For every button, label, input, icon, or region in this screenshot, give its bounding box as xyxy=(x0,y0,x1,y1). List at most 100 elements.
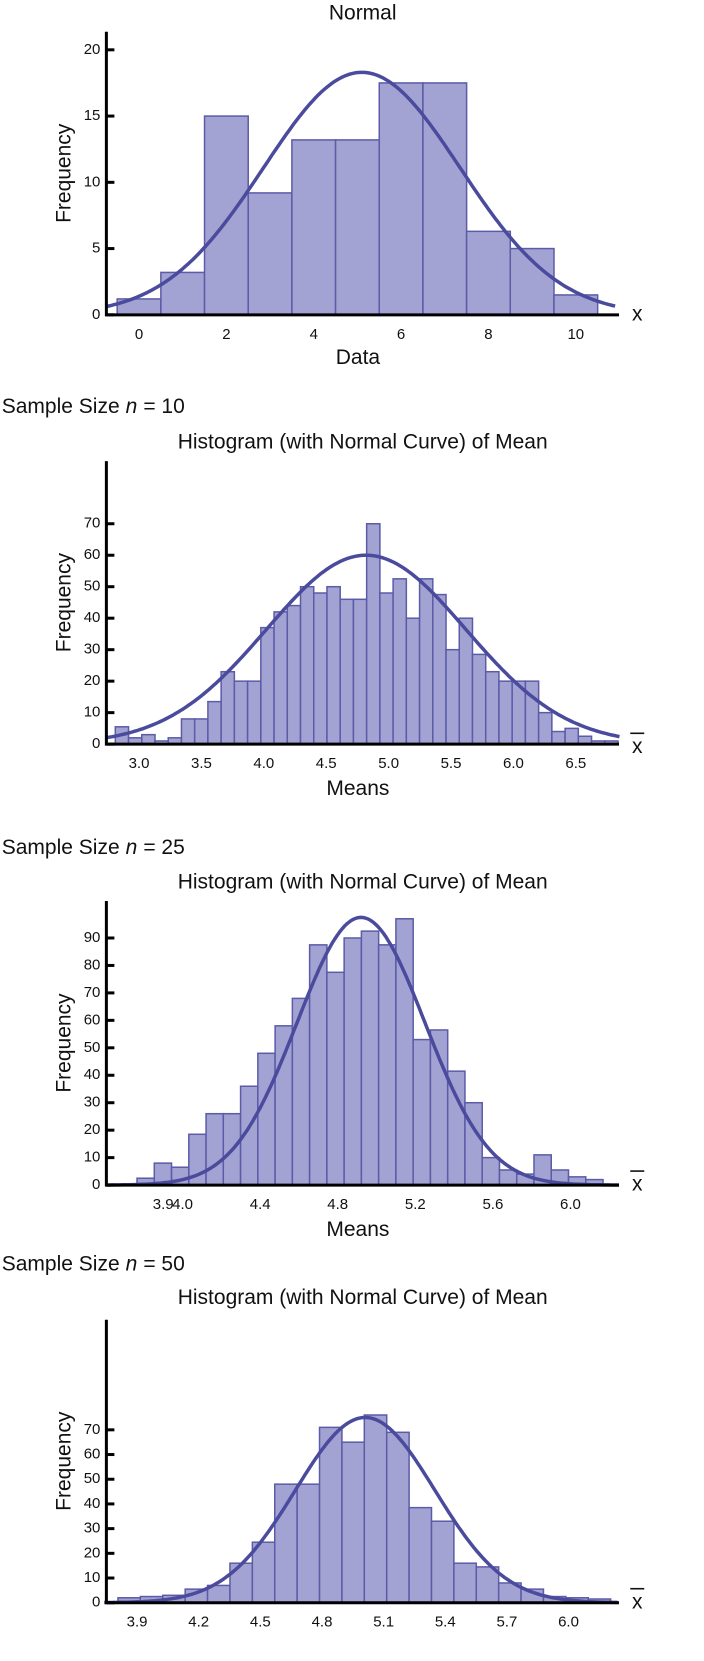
y-axis-label: Frequency xyxy=(53,1411,76,1511)
bar-14 xyxy=(360,930,380,1186)
bar-25 xyxy=(432,593,447,745)
x-tick-label: 5.4 xyxy=(435,1614,456,1631)
sample-size-label: Sample Size n = 10 xyxy=(2,395,185,418)
x-tick-label: 3.9 xyxy=(127,1614,148,1631)
chart-title: Histogram (with Normal Curve) of Mean xyxy=(178,1286,548,1309)
bar-15 xyxy=(430,1520,455,1604)
sample-size-value: = 10 xyxy=(143,395,184,418)
bar-19 xyxy=(446,1070,466,1186)
x-tick-label: 2 xyxy=(222,326,230,343)
bar-15 xyxy=(377,944,397,1186)
bar-9 xyxy=(274,1025,294,1186)
x-tick-label: 6.0 xyxy=(503,755,524,772)
y-tick-label: 10 xyxy=(84,1569,101,1586)
chart-title: Normal xyxy=(329,1,397,24)
x-tick-label: 6.0 xyxy=(560,1196,581,1213)
x-tick-label: 3.9 xyxy=(153,1196,174,1213)
bar-10 xyxy=(318,1426,343,1604)
sample-size-value: = 50 xyxy=(143,1252,184,1275)
x-tick-label: 10 xyxy=(567,326,584,343)
y-tick-label: 5 xyxy=(92,240,100,257)
bar-5 xyxy=(205,1112,225,1186)
sample-size-variable: n xyxy=(126,395,138,418)
y-axis-label: Frequency xyxy=(53,123,76,223)
variable-label: x xyxy=(632,1173,643,1196)
bar-7 xyxy=(193,718,209,745)
bar-24 xyxy=(418,578,434,745)
x-tick-label: 8 xyxy=(484,326,492,343)
y-tick-label: 10 xyxy=(84,704,101,721)
histogram-chart-3: Sample Size n = 25 Histogram (with Normal C… xyxy=(2,836,645,1241)
y-tick-label: 10 xyxy=(84,1149,101,1166)
bar-34 xyxy=(551,730,566,745)
bars xyxy=(136,918,604,1186)
bar-18 xyxy=(339,598,355,745)
bar-6 xyxy=(229,1562,254,1604)
y-tick-label: 70 xyxy=(84,1421,101,1438)
bar-16 xyxy=(312,592,328,745)
bar-11 xyxy=(246,680,262,745)
y-axis-label: Frequency xyxy=(53,993,76,1093)
y-tick-label: 30 xyxy=(84,641,101,658)
bar-23 xyxy=(405,617,421,745)
bar-10 xyxy=(233,680,249,745)
bar-26 xyxy=(445,648,461,745)
y-tick-label: 40 xyxy=(84,609,101,626)
histogram-chart-1: Normal 0 5 10 15 20 0 2 4 6 8 10 Data Frequency x xyxy=(53,1,643,369)
y-tick-label: 70 xyxy=(84,984,101,1001)
bar-29 xyxy=(484,670,500,745)
x-tick-label: 4 xyxy=(310,326,318,343)
bar-9 xyxy=(220,670,236,745)
y-tick-label: 30 xyxy=(84,1520,101,1537)
bar-18 xyxy=(429,1029,449,1186)
x-tick-label: 4.2 xyxy=(188,1614,209,1631)
y-tick-label: 60 xyxy=(84,1011,101,1028)
bar-8 xyxy=(257,1052,276,1186)
x-tick-label: 3.5 xyxy=(191,755,212,772)
x-tick-label: 4.8 xyxy=(327,1196,348,1213)
x-tick-label: 0 xyxy=(135,326,143,343)
bar-8 xyxy=(422,82,468,316)
bar-3 xyxy=(203,115,249,316)
normal-curve xyxy=(106,553,620,740)
variable-label: x xyxy=(632,302,643,325)
x-axis-label: Data xyxy=(336,346,381,369)
chart-title: Histogram (with Normal Curve) of Mean xyxy=(178,871,548,894)
x-tick-label: 5.7 xyxy=(496,1614,517,1631)
x-tick-label: 4.5 xyxy=(250,1614,271,1631)
x-tick-label: 4.0 xyxy=(253,755,274,772)
variable-label: x xyxy=(632,735,643,758)
x-tick-label: 5.6 xyxy=(482,1196,503,1213)
bar-5 xyxy=(291,139,337,316)
bar-4 xyxy=(247,192,293,316)
bar-8 xyxy=(207,700,222,745)
y-tick-label: 50 xyxy=(84,1470,101,1487)
bar-30 xyxy=(498,680,513,745)
bar-14 xyxy=(286,604,302,745)
x-axis-label: Means xyxy=(326,1218,389,1241)
bar-7 xyxy=(251,1541,276,1604)
bar-14 xyxy=(408,1506,433,1604)
bar-9 xyxy=(465,230,512,316)
sample-size-variable: n xyxy=(126,1252,138,1275)
bar-19 xyxy=(352,598,368,745)
bars xyxy=(116,82,599,316)
bar-13 xyxy=(385,1431,410,1604)
y-tick-label: 0 xyxy=(92,306,100,323)
bar-21 xyxy=(481,1156,501,1186)
y-tick-label: 20 xyxy=(84,1544,101,1561)
variable-label: x xyxy=(632,1590,643,1613)
bar-12 xyxy=(363,1414,388,1604)
x-tick-label: 5.5 xyxy=(441,755,462,772)
bar-16 xyxy=(453,1562,478,1604)
bar-28 xyxy=(471,653,487,745)
y-axis-label: Frequency xyxy=(53,553,76,653)
x-tick-label: 4.5 xyxy=(316,755,337,772)
x-tick-label: 5.2 xyxy=(405,1196,426,1213)
y-tick-label: 20 xyxy=(84,41,101,58)
y-tick-label: 20 xyxy=(84,1121,101,1138)
x-tick-label: 4.8 xyxy=(312,1614,333,1631)
bar-22 xyxy=(392,578,408,745)
x-tick-label: 6 xyxy=(397,326,405,343)
